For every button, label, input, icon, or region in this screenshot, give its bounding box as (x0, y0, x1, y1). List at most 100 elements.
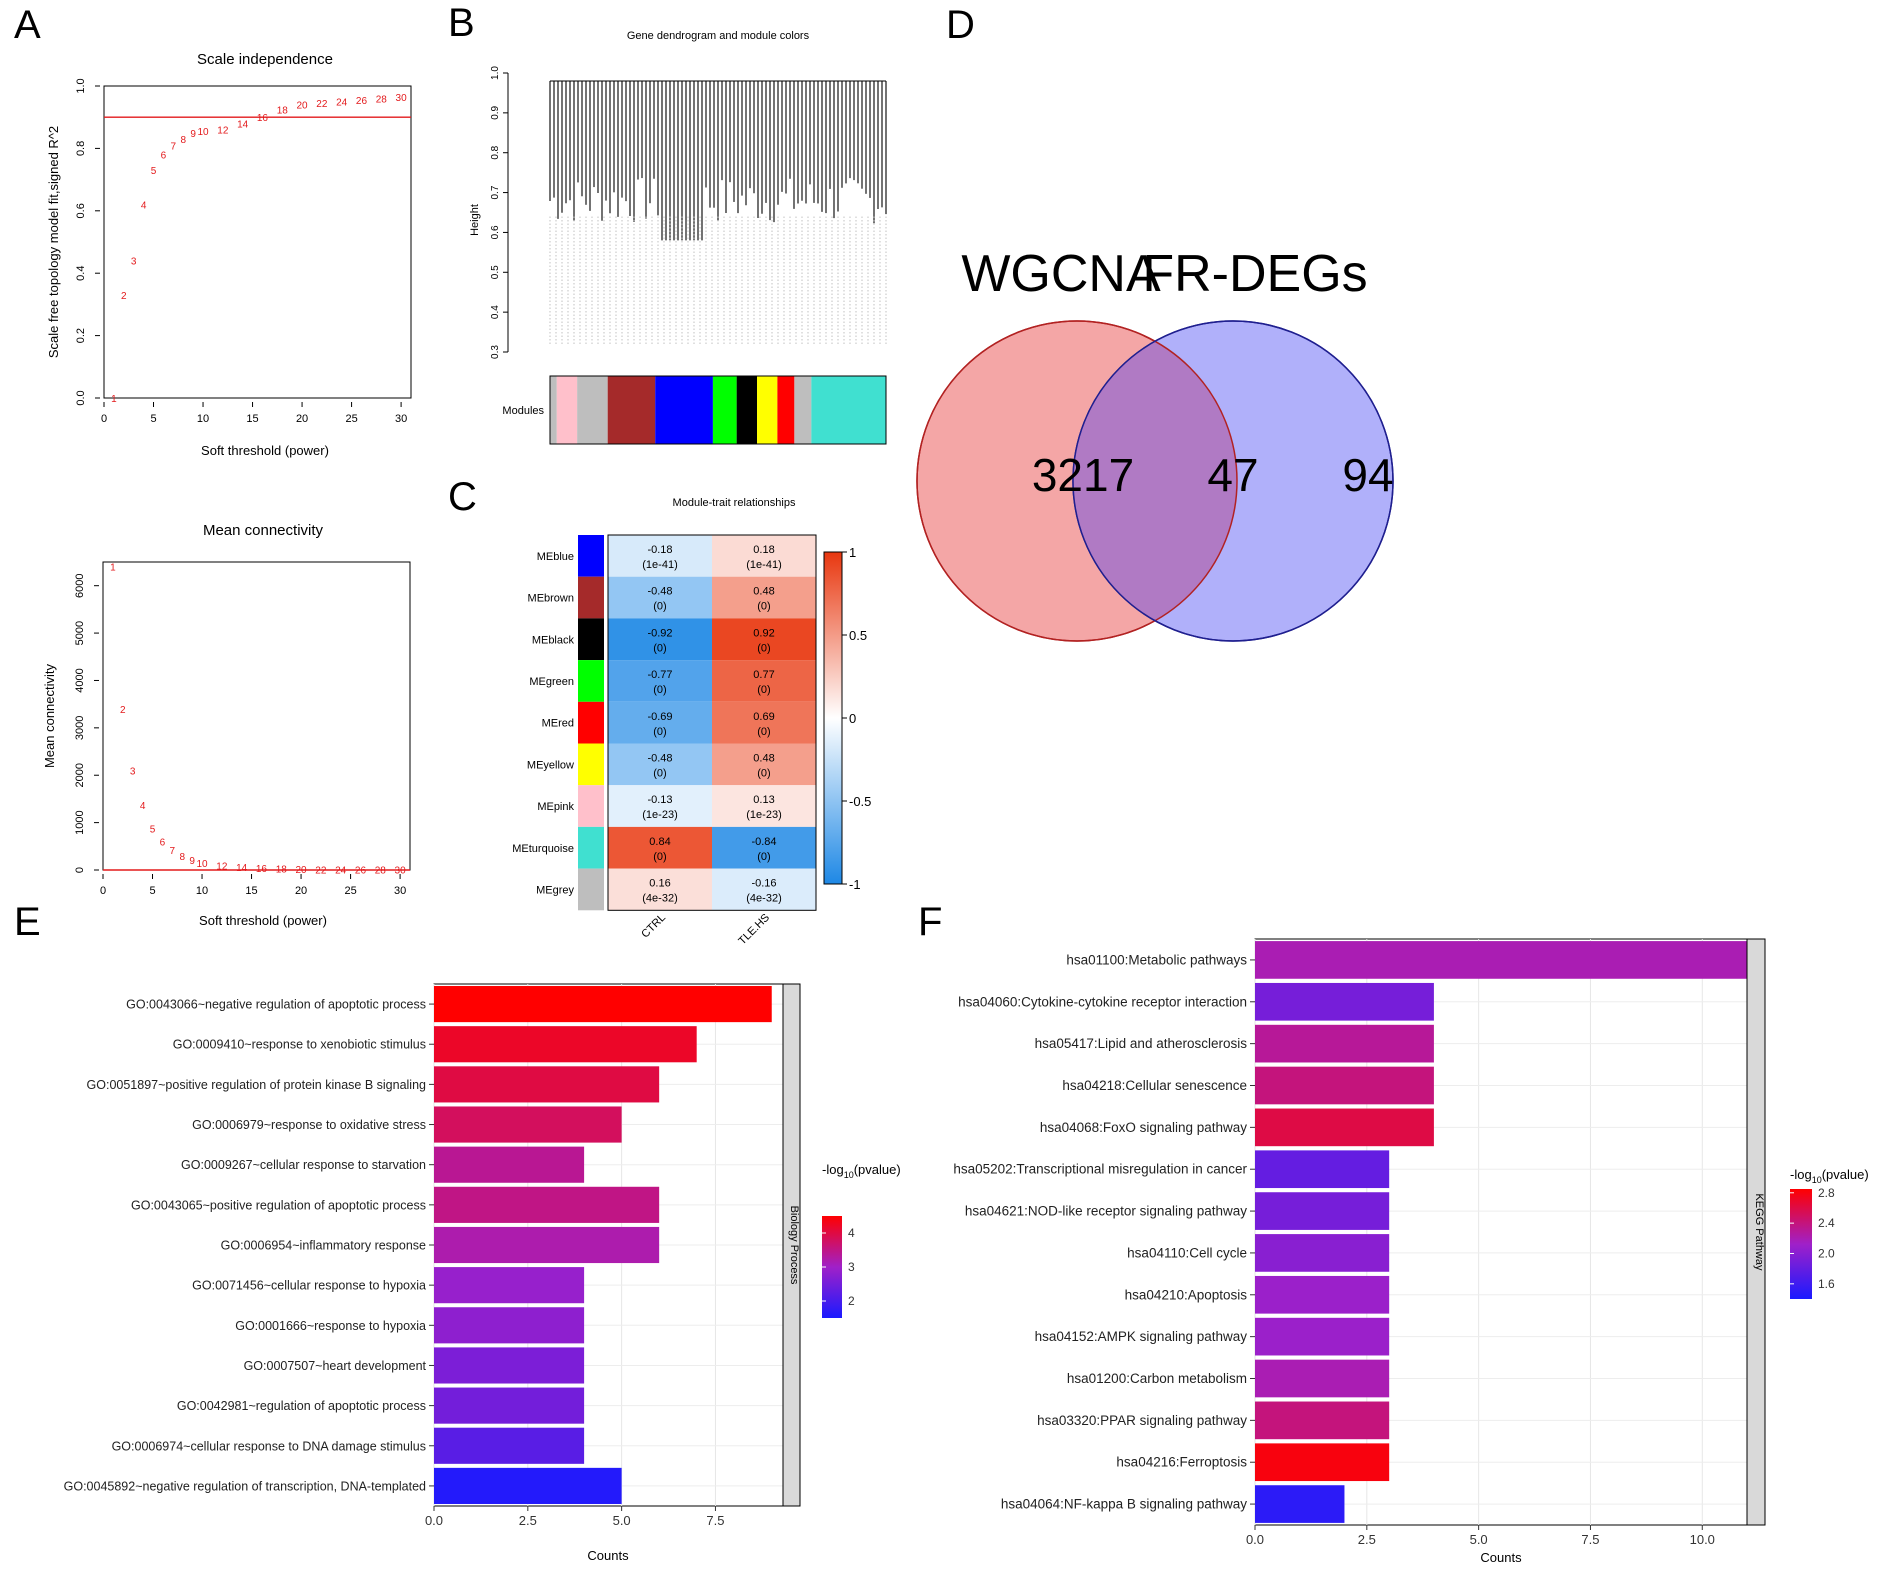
a1-frame (103, 85, 412, 399)
a2-ytick-label: 0 (74, 867, 86, 873)
venn-count-frdegs-only: 94 (1342, 449, 1393, 501)
c-cell-pvalue: (0) (757, 601, 770, 613)
a1-xtick-label: 30 (395, 413, 407, 425)
b-module-color-block (794, 376, 812, 444)
e-legend-tick-label: 2 (848, 1294, 855, 1308)
c-column-label: CTRL (639, 912, 668, 941)
b-title: Gene dendrogram and module colors (627, 30, 810, 42)
f-category-label: hsa04216:Ferroptosis (1116, 1455, 1247, 1470)
a2-point-label: 26 (355, 866, 367, 877)
panel-letter-a: A (14, 3, 41, 47)
go-enrichment-bar-chart: 0.0 2.5 5.0 7.5 GO:0043066~negative regulat… (64, 983, 901, 1563)
e-bar (434, 1467, 622, 1504)
f-legend-title: -log10(pvalue) (1790, 1167, 1869, 1185)
a2-xtick-label: 20 (295, 885, 307, 897)
f-category-label: hsa03320:PPAR signaling pathway (1037, 1413, 1247, 1428)
c-cell-value: 0.18 (753, 544, 774, 556)
c-row-label: MEblack (532, 634, 575, 646)
f-category-label: hsa01100:Metabolic pathways (1066, 952, 1247, 967)
a2-ytick-label: 4000 (74, 668, 86, 692)
venn-count-intersection: 47 (1207, 449, 1258, 501)
b-module-color-block (712, 376, 737, 444)
c-colorbar-tick-label: -0.5 (849, 794, 871, 809)
c-heatmap-cell (608, 701, 712, 744)
f-bar (1255, 1234, 1390, 1272)
c-cell-value: -0.16 (751, 878, 776, 890)
c-cell-value: -0.77 (647, 669, 672, 681)
a1-point-label: 26 (356, 96, 368, 107)
e-bar (434, 1387, 585, 1424)
c-heatmap-cell (608, 868, 712, 911)
c-cell-pvalue: (0) (757, 684, 770, 696)
f-bar (1255, 982, 1434, 1021)
f-legend-tick-label: 2.4 (1818, 1216, 1835, 1230)
c-row-label: MEred (542, 718, 574, 730)
a1-point-label: 22 (316, 99, 328, 110)
c-cell-pvalue: (0) (653, 642, 666, 654)
f-bar (1255, 1024, 1434, 1063)
f-bar (1255, 1485, 1345, 1523)
c-cell-value: -0.18 (647, 544, 672, 556)
a2-xtick-label: 5 (149, 885, 155, 897)
a1-point-label: 28 (376, 94, 388, 105)
f-bar (1255, 1150, 1390, 1189)
c-row-label: MEbrown (528, 593, 574, 605)
a1-point-label: 6 (161, 151, 167, 162)
a1-xtick-label: 5 (150, 413, 156, 425)
c-row-color-swatch (578, 701, 604, 744)
c-row-color-swatch (578, 785, 604, 827)
scale-independence-chart: Scale independence Soft threshold (power… (46, 51, 412, 458)
c-row-label: MEyellow (527, 759, 574, 771)
c-heatmap-frame (607, 534, 817, 911)
e-category-label: GO:0051897~positive regulation of protei… (87, 1078, 427, 1092)
f-legend-tick-label: 2.0 (1818, 1246, 1835, 1260)
a1-point-label: 4 (141, 201, 147, 212)
c-row-color-swatch (578, 826, 604, 869)
f-bar (1255, 1359, 1390, 1398)
e-bar (434, 1226, 660, 1264)
venn-label-frdegs: FR-DEGs (1142, 245, 1367, 303)
f-category-label: hsa04152:AMPK signaling pathway (1035, 1329, 1248, 1344)
f-xtick-label: 2.5 (1358, 1532, 1376, 1547)
a1-point-label: 2 (121, 291, 127, 302)
b-ytick-label: 1.0 (490, 66, 501, 80)
a1-ytick-label: 0.2 (75, 328, 87, 343)
c-cell-value: -0.48 (647, 586, 672, 598)
c-cell-value: 0.92 (753, 627, 774, 639)
a2-xtick-label: 30 (394, 885, 406, 897)
e-bar (434, 986, 772, 1023)
e-xtick-label: 0.0 (425, 1513, 443, 1528)
c-row-label: MEgrey (536, 884, 574, 896)
c-cell-value: -0.48 (647, 753, 672, 765)
a1-point-label: 18 (277, 105, 289, 116)
f-category-label: hsa01200:Carbon metabolism (1067, 1371, 1247, 1386)
a1-point-label: 30 (396, 93, 408, 104)
a1-xlabel: Soft threshold (power) (201, 443, 329, 458)
f-facet-strip (1746, 938, 1766, 1526)
a1-point-label: 12 (217, 126, 229, 137)
a2-xtick-label: 10 (196, 885, 208, 897)
a1-point-label: 8 (180, 135, 186, 146)
a2-point-label: 4 (140, 801, 146, 812)
mean-connectivity-chart: Mean connectivity Soft threshold (power)… (42, 522, 411, 928)
e-legend-title-prefix: -log (822, 1162, 844, 1177)
f-xtick-label: 0.0 (1246, 1532, 1264, 1547)
c-cell-value: 0.13 (753, 794, 774, 806)
f-legend-title-sub: 10 (1812, 1175, 1822, 1185)
c-heatmap-cell (712, 868, 816, 911)
a1-point-label: 7 (171, 141, 177, 152)
a1-xtick-label: 10 (197, 413, 209, 425)
panel-letter-f: F (918, 900, 942, 944)
e-category-label: GO:0007507~heart development (244, 1359, 427, 1373)
a2-point-label: 24 (335, 865, 347, 876)
e-bar (434, 1267, 585, 1304)
c-row-color-swatch (578, 618, 604, 661)
e-bar (434, 1026, 697, 1063)
b-module-color-block (736, 376, 758, 444)
e-xlabel: Counts (587, 1548, 629, 1563)
venn-label-wgcna: WGCNA (961, 245, 1161, 303)
b-module-color-block (757, 376, 778, 444)
a1-point-label: 1 (111, 394, 117, 405)
f-category-label: hsa05202:Transcriptional misregulation i… (953, 1162, 1247, 1177)
venn-intersection (1073, 321, 1237, 641)
